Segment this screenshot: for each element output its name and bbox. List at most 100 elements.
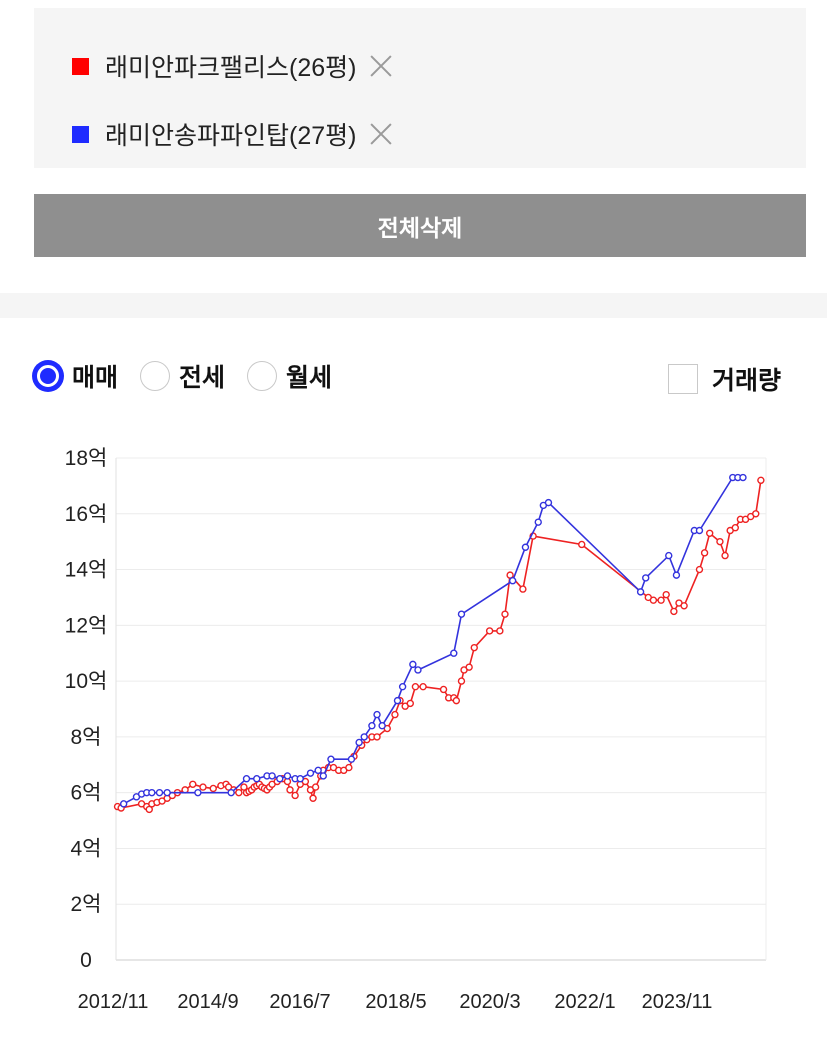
data-point-2 xyxy=(155,788,164,797)
data-point-2 xyxy=(378,722,386,730)
data-point-2 xyxy=(368,722,376,730)
data-point-2 xyxy=(242,775,251,783)
series-color-swatch xyxy=(72,125,89,143)
radio-label: 전세 xyxy=(179,364,226,392)
data-point-1 xyxy=(291,791,299,800)
data-point-2 xyxy=(268,772,276,780)
x-tick-label: 2018/5 xyxy=(365,991,426,1013)
data-point-2 xyxy=(534,518,542,526)
x-tick-label: 2014/9 xyxy=(177,991,238,1013)
data-point-1 xyxy=(209,784,217,793)
price-line-chart: 0 2억 4억 6억 8억 10억 12억 14억 16억 18억 2012/11 2014/9 201… xyxy=(65,447,767,1013)
data-point-2 xyxy=(314,766,322,775)
data-point-1 xyxy=(519,585,527,593)
data-point-1 xyxy=(757,476,765,485)
series-line-1 xyxy=(117,480,762,811)
data-point-2 xyxy=(327,755,335,763)
deal-type-radio-group: 매매 전세 월세 xyxy=(33,358,354,394)
x-tick-label: 2020/3 xyxy=(459,991,520,1013)
data-point-2 xyxy=(508,577,517,585)
data-point-1 xyxy=(391,710,399,719)
data-point-1 xyxy=(706,529,714,538)
data-point-1 xyxy=(649,596,658,604)
data-point-2 xyxy=(409,660,417,669)
data-point-2 xyxy=(393,696,402,705)
radio-checked-icon xyxy=(33,361,63,391)
clear-all-button[interactable]: 전체삭제 xyxy=(34,194,806,257)
data-point-2 xyxy=(521,543,530,551)
data-point-2 xyxy=(355,738,363,747)
data-point-2 xyxy=(636,588,645,596)
data-point-2 xyxy=(163,788,171,797)
x-tick-label: 2012/11 xyxy=(78,991,149,1013)
series-line-2 xyxy=(123,476,743,805)
data-point-2 xyxy=(306,769,315,777)
data-point-2 xyxy=(319,772,327,780)
data-point-1 xyxy=(439,685,448,694)
y-tick-label: 2억 xyxy=(71,893,102,916)
y-tick-label: 10억 xyxy=(65,670,108,693)
data-point-2 xyxy=(227,788,235,797)
data-point-2 xyxy=(398,682,407,691)
data-point-1 xyxy=(578,540,586,549)
data-point-1 xyxy=(452,696,461,705)
data-point-2 xyxy=(695,526,704,535)
compare-item-label: 래미안송파파인탑(27평) xyxy=(105,122,357,150)
compare-item-2: 래미안송파파인탑(27평) xyxy=(72,116,394,152)
data-point-1 xyxy=(700,549,709,557)
data-point-1 xyxy=(721,551,729,560)
y-tick-label: 4억 xyxy=(71,837,102,860)
volume-label: 거래량 xyxy=(711,367,781,395)
y-tick-label: 6억 xyxy=(71,782,102,805)
section-divider xyxy=(0,293,827,318)
y-tick-label: 14억 xyxy=(65,559,108,582)
data-point-2 xyxy=(414,666,422,674)
data-point-2 xyxy=(739,473,747,482)
data-point-1 xyxy=(311,783,320,791)
data-point-2 xyxy=(283,772,292,780)
data-point-2 xyxy=(119,800,128,808)
checkbox-icon xyxy=(667,364,698,394)
compare-item-1: 래미안파크팰리스(26평) xyxy=(72,48,394,84)
data-point-2 xyxy=(642,574,650,582)
data-point-2 xyxy=(457,610,466,618)
data-point-1 xyxy=(716,537,724,546)
data-point-2 xyxy=(672,571,681,579)
data-point-2 xyxy=(665,551,673,560)
data-point-1 xyxy=(657,596,665,604)
radio-unchecked-icon xyxy=(247,361,278,391)
x-tick-label: 2023/11 xyxy=(642,991,713,1013)
data-point-1 xyxy=(309,794,317,802)
radio-jeonse[interactable]: 전세 xyxy=(140,358,225,394)
radio-sale[interactable]: 매매 xyxy=(33,358,118,394)
data-point-2 xyxy=(450,649,458,657)
data-point-1 xyxy=(731,524,739,532)
y-tick-label: 12억 xyxy=(65,614,108,637)
radio-monthly-rent[interactable]: 월세 xyxy=(247,358,332,394)
volume-checkbox[interactable]: 거래량 xyxy=(667,361,781,397)
data-point-1 xyxy=(235,788,243,797)
data-point-1 xyxy=(662,590,670,599)
radio-unchecked-icon xyxy=(140,361,171,391)
radio-label: 매매 xyxy=(72,364,119,392)
data-point-2 xyxy=(347,755,356,763)
data-point-1 xyxy=(419,682,427,691)
close-icon[interactable] xyxy=(368,53,394,79)
data-point-1 xyxy=(501,610,509,618)
data-point-2 xyxy=(276,775,284,783)
y-tick-label: 8억 xyxy=(71,726,102,749)
data-point-1 xyxy=(752,510,760,518)
data-point-1 xyxy=(695,565,704,574)
data-point-2 xyxy=(360,733,368,741)
data-point-1 xyxy=(496,627,504,635)
data-point-1 xyxy=(457,677,466,685)
data-point-2 xyxy=(253,775,261,783)
data-point-1 xyxy=(411,682,420,691)
data-point-1 xyxy=(345,763,353,772)
compare-list: 래미안파크팰리스(26평) 래미안송파파인탑(27평) xyxy=(34,8,806,168)
data-point-2 xyxy=(544,498,553,507)
y-tick-label: 18억 xyxy=(65,447,108,470)
y-tick-label: 0 xyxy=(80,949,92,972)
data-point-2 xyxy=(296,775,304,783)
close-icon[interactable] xyxy=(368,121,394,147)
